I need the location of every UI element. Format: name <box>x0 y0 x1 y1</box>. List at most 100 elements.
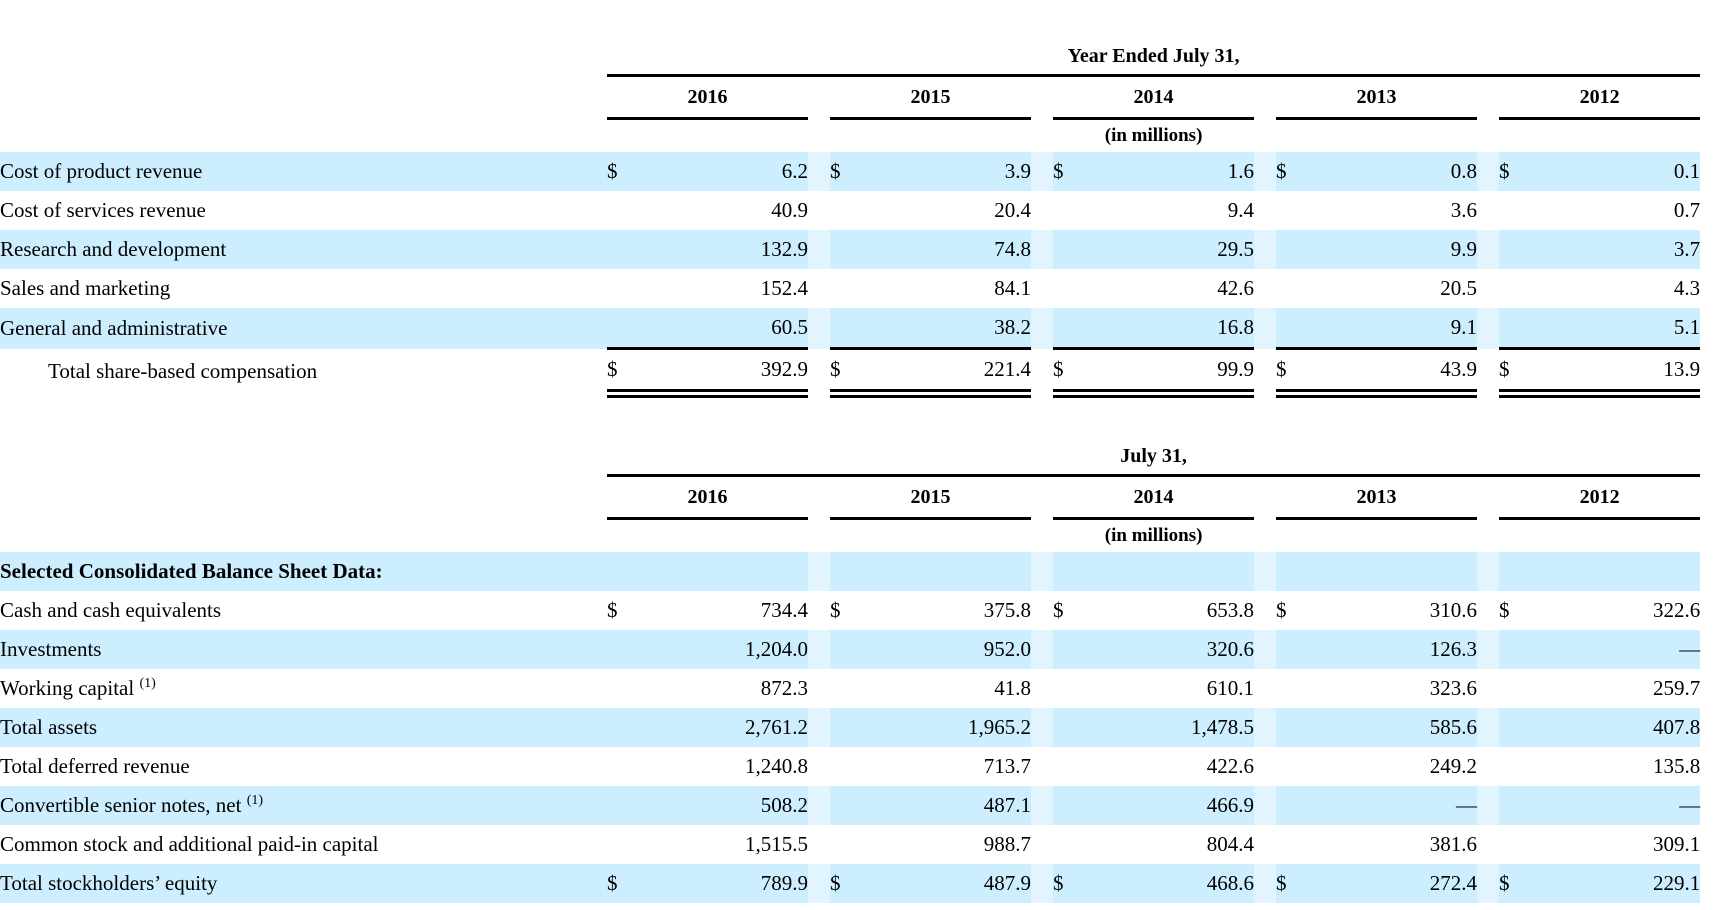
column-spacer <box>1254 349 1276 394</box>
value-cell: 84.1 <box>994 276 1031 300</box>
column-spacer <box>1477 476 1499 519</box>
value-cell: 1.6 <box>1082 152 1254 191</box>
table-caption: July 31, <box>607 438 1701 477</box>
value-cell: 4.3 <box>1673 276 1701 300</box>
column-spacer <box>808 591 830 630</box>
column-spacer <box>808 76 830 119</box>
currency-cell <box>1499 191 1528 230</box>
column-spacer <box>808 630 830 669</box>
value-cell: 135.8 <box>1652 754 1701 778</box>
value-cell: 249.2 <box>1429 754 1477 778</box>
column-spacer <box>1477 349 1499 394</box>
currency-cell <box>1499 786 1528 825</box>
column-spacer <box>1254 476 1276 519</box>
column-spacer <box>1477 669 1499 708</box>
table-row: Investments 1,204.0 952.0 320.6 126.3 — <box>0 630 1701 669</box>
column-spacer <box>1254 786 1276 825</box>
currency-cell <box>1276 747 1305 786</box>
column-spacer <box>1031 864 1053 903</box>
currency-cell <box>1276 230 1305 269</box>
value-cell: 872.3 <box>760 676 808 700</box>
value-cell: 132.9 <box>636 230 808 269</box>
currency-cell: $ <box>1276 348 1305 398</box>
value-cell: 466.9 <box>1082 786 1254 825</box>
column-spacer <box>808 349 830 394</box>
year-header: 2014 <box>1053 475 1254 520</box>
currency-cell <box>830 552 859 591</box>
value-cell: 407.8 <box>1528 708 1701 747</box>
value-cell: 0.7 <box>1673 198 1701 222</box>
currency-cell <box>1499 747 1528 786</box>
value-cell: 40.9 <box>771 198 808 222</box>
value-cell: 1,965.2 <box>859 708 1031 747</box>
row-label-text: Convertible senior notes, net <box>0 793 242 817</box>
units-spacer <box>0 119 607 153</box>
row-label: Total assets <box>0 708 607 747</box>
column-spacer <box>1031 191 1053 230</box>
caption-spacer <box>0 438 607 476</box>
value-cell: 610.1 <box>1206 676 1254 700</box>
value-cell: 487.1 <box>859 786 1031 825</box>
row-label: Cash and cash equivalents <box>0 598 222 622</box>
currency-cell <box>1499 552 1528 591</box>
currency-cell: $ <box>1053 348 1082 398</box>
currency-cell <box>1276 269 1305 308</box>
value-cell: 988.7 <box>983 832 1031 856</box>
currency-cell <box>1053 786 1082 825</box>
currency-cell <box>830 669 859 708</box>
column-spacer <box>1254 669 1276 708</box>
currency-cell <box>1053 825 1082 864</box>
column-spacer <box>1254 308 1276 349</box>
column-spacer <box>808 864 830 903</box>
column-spacer <box>808 708 830 747</box>
table-row: Cost of services revenue 40.9 20.4 9.4 3… <box>0 191 1700 230</box>
row-label: Working capital (1) <box>0 669 607 708</box>
column-spacer <box>808 476 830 519</box>
value-cell: 487.9 <box>859 864 1031 903</box>
value-cell: 713.7 <box>983 754 1031 778</box>
currency-cell <box>830 786 859 825</box>
column-spacer <box>1477 864 1499 903</box>
value-cell: 5.1 <box>1528 308 1701 350</box>
value-cell: 13.9 <box>1528 348 1701 398</box>
currency-cell: $ <box>1053 864 1082 903</box>
currency-cell <box>1276 552 1305 591</box>
value-cell: 322.6 <box>1652 598 1701 622</box>
column-spacer <box>1477 708 1499 747</box>
value-cell: — <box>1528 630 1701 669</box>
currency-cell <box>1053 230 1082 269</box>
value-cell: 309.1 <box>1652 832 1701 856</box>
currency-cell <box>1053 552 1082 591</box>
column-spacer <box>1477 152 1499 191</box>
footnote-marker: (1) <box>139 676 156 691</box>
currency-cell: $ <box>1276 864 1305 903</box>
section-header-row: Selected Consolidated Balance Sheet Data… <box>0 552 1701 591</box>
value-cell: 1,515.5 <box>745 832 808 856</box>
caption-spacer <box>0 38 607 76</box>
value-cell: 320.6 <box>1082 630 1254 669</box>
currency-cell <box>607 230 636 269</box>
column-spacer <box>1254 552 1276 591</box>
column-spacer <box>1254 76 1276 119</box>
currency-cell <box>1053 308 1082 350</box>
currency-cell: $ <box>1499 864 1528 903</box>
currency-cell <box>1499 308 1528 350</box>
currency-cell <box>607 708 636 747</box>
year-header: 2013 <box>1276 75 1477 120</box>
value-cell <box>859 552 1031 591</box>
column-spacer <box>1477 591 1499 630</box>
column-spacer <box>1254 191 1276 230</box>
column-spacer <box>808 152 830 191</box>
column-spacer <box>1254 825 1276 864</box>
value-cell <box>1528 552 1701 591</box>
column-spacer <box>808 669 830 708</box>
currency-cell <box>607 552 636 591</box>
value-cell: 9.1 <box>1305 308 1477 350</box>
currency-cell: $ <box>1499 348 1528 398</box>
column-spacer <box>808 552 830 591</box>
value-cell: 272.4 <box>1305 864 1477 903</box>
column-spacer <box>1254 747 1276 786</box>
table-row: Research and development 132.9 74.8 29.5… <box>0 230 1701 269</box>
row-label: Total deferred revenue <box>0 754 190 778</box>
value-cell: 375.8 <box>983 598 1031 622</box>
